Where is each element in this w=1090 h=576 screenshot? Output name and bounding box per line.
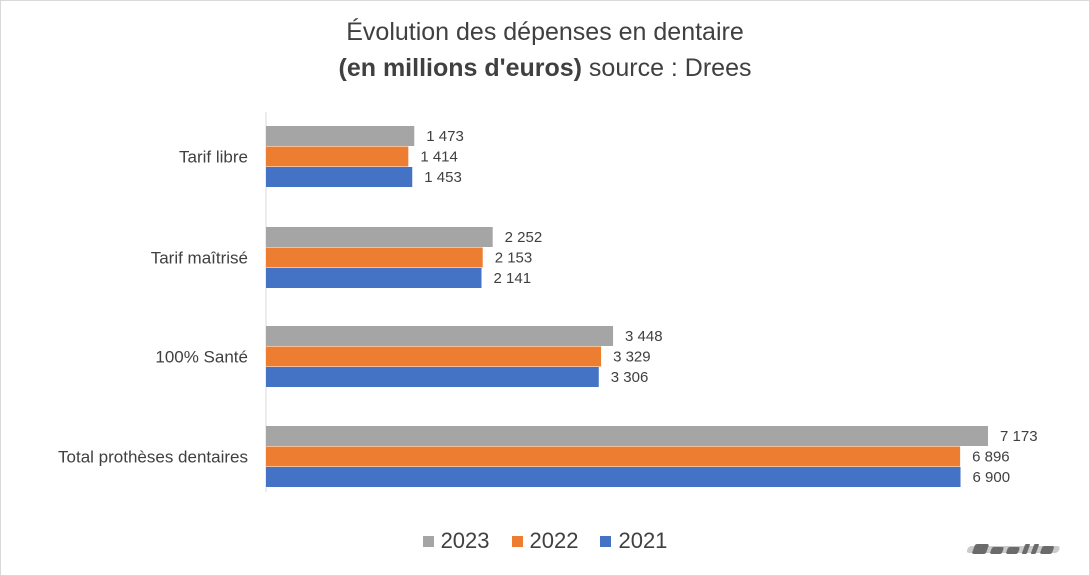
bar-2021 bbox=[266, 467, 961, 487]
legend-swatch-2023 bbox=[422, 535, 434, 547]
data-label: 2 141 bbox=[494, 270, 532, 287]
chart-title-source: source : Drees bbox=[581, 54, 752, 82]
legend-swatch-2022 bbox=[511, 535, 523, 547]
data-label: 3 306 bbox=[611, 369, 649, 386]
data-label: 1 473 bbox=[426, 128, 464, 145]
chart-legend: 2023 2022 2021 bbox=[0, 528, 1090, 554]
chart-title: Évolution des dépenses en dentaire (en m… bbox=[0, 14, 1090, 86]
legend-label-2023: 2023 bbox=[440, 528, 490, 553]
chart-title-units: (en millions d'euros) bbox=[338, 54, 582, 82]
legend-label-2021: 2021 bbox=[618, 528, 668, 553]
data-label: 1 453 bbox=[424, 169, 462, 186]
data-label: 6 900 bbox=[973, 469, 1011, 486]
chart-title-line1: Évolution des dépenses en dentaire bbox=[346, 18, 744, 46]
bar-2022 bbox=[266, 446, 961, 467]
bar-2023 bbox=[266, 326, 614, 346]
data-label: 1 414 bbox=[420, 149, 458, 166]
legend-label-2022: 2022 bbox=[529, 528, 579, 553]
bar-2023 bbox=[266, 227, 493, 247]
category-label: 100% Santé bbox=[155, 348, 248, 367]
data-label: 6 896 bbox=[972, 449, 1010, 466]
bar-2023 bbox=[266, 426, 988, 446]
data-label: 3 448 bbox=[625, 328, 663, 345]
chart-title-line2: (en millions d'euros) source : Drees bbox=[0, 50, 1090, 86]
bar-2023 bbox=[266, 126, 415, 146]
data-label: 7 173 bbox=[1000, 428, 1038, 445]
category-label: Total prothèses dentaires bbox=[58, 448, 248, 467]
bar-2021 bbox=[266, 167, 413, 187]
data-label: 2 252 bbox=[505, 229, 543, 246]
brand-logo-watermark bbox=[966, 544, 1060, 554]
bar-2021 bbox=[266, 367, 599, 387]
bar-2022 bbox=[266, 247, 483, 268]
bar-2022 bbox=[266, 146, 409, 167]
legend-item-2023: 2023 bbox=[422, 528, 490, 554]
bar-2022 bbox=[266, 346, 602, 367]
legend-item-2022: 2022 bbox=[511, 528, 579, 554]
legend-item-2021: 2021 bbox=[600, 528, 667, 554]
data-label: 3 329 bbox=[613, 349, 651, 366]
legend-swatch-2021 bbox=[600, 535, 612, 547]
category-label: Tarif maîtrisé bbox=[151, 249, 248, 268]
data-label: 2 153 bbox=[495, 250, 533, 267]
bar-2021 bbox=[266, 268, 482, 288]
category-label: Tarif libre bbox=[179, 148, 248, 167]
